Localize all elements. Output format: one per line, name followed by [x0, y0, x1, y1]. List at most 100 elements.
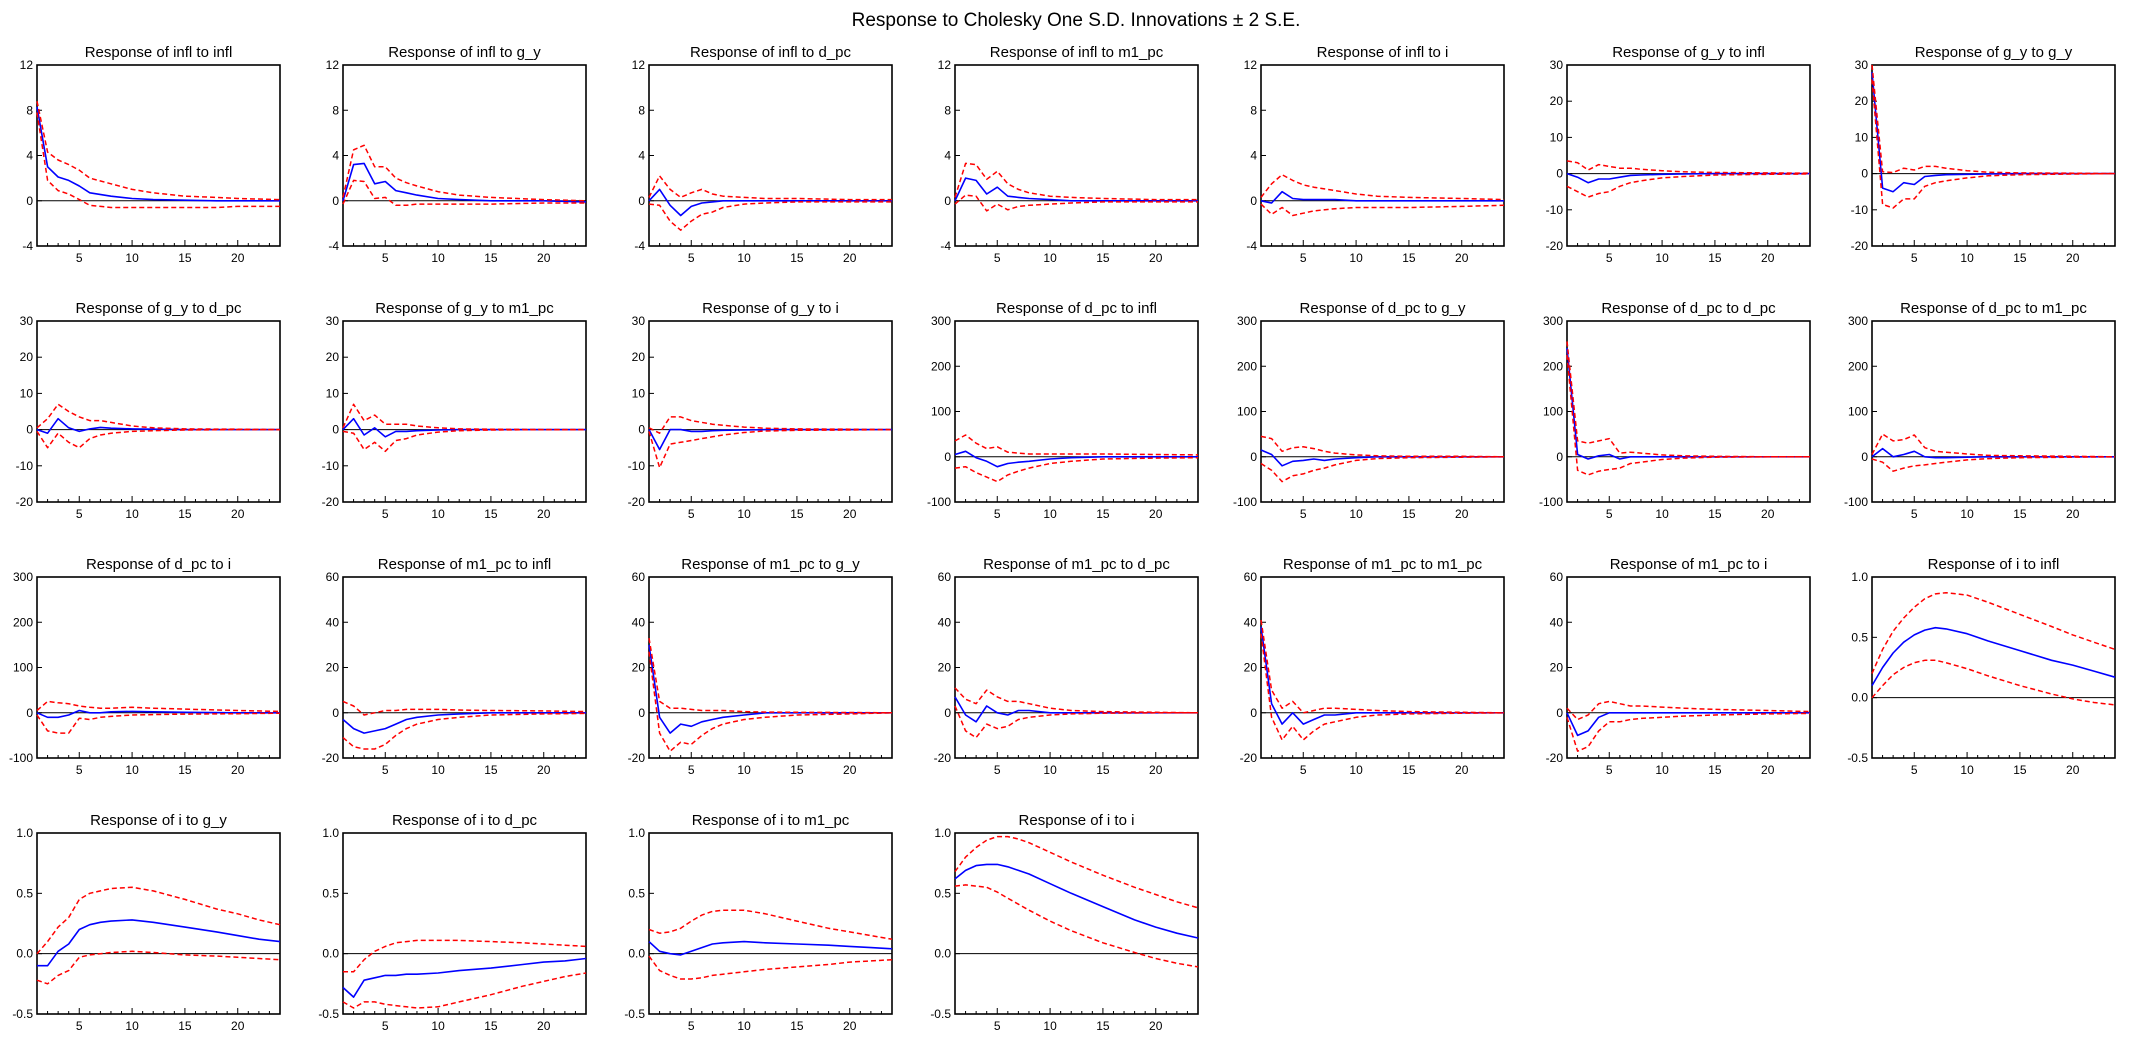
x-tick-label: 10: [1655, 251, 1669, 265]
lower-band-line: [36, 712, 281, 734]
x-tick-label: 15: [2013, 763, 2027, 777]
panel-title: Response of infl to infl: [85, 44, 233, 61]
x-tick-label: 20: [231, 251, 245, 265]
x-tick-label: 10: [1960, 763, 1974, 777]
lower-band-line: [1871, 659, 2116, 706]
y-tick-label: -20: [1240, 751, 1258, 765]
x-tick-label: 15: [178, 507, 192, 521]
y-tick-label: -20: [322, 751, 340, 765]
y-tick-label: -10: [628, 459, 646, 473]
y-tick-label: -20: [1851, 239, 1869, 253]
y-tick-label: -4: [22, 239, 33, 253]
y-tick-label: 1.0: [16, 826, 33, 840]
irf-panel: Response of g_y to i -20 -10 0 10 20 30 5 10 15 20: [628, 300, 893, 521]
y-tick-label: 10: [326, 386, 340, 400]
y-tick-label: 0: [26, 706, 33, 720]
x-tick-label: 20: [231, 763, 245, 777]
lower-band-line: [1260, 203, 1505, 217]
response-line: [954, 177, 1198, 202]
lower-band-line: [36, 950, 281, 985]
x-tick-label: 5: [1911, 763, 1918, 777]
response-line: [954, 863, 1199, 939]
y-tick-label: 0: [638, 706, 645, 720]
response-line: [37, 919, 281, 967]
x-tick-label: 20: [843, 507, 857, 521]
x-tick-label: 10: [1960, 507, 1974, 521]
upper-band-line: [342, 403, 586, 431]
lower-band-line: [1566, 173, 1811, 198]
panel-title: Response of infl to m1_pc: [990, 44, 1164, 61]
y-tick-label: 300: [1543, 314, 1563, 328]
irf-panel: Response of infl to infl -4 0 4 8 12 5 10 15 20: [20, 44, 281, 265]
x-tick-label: 10: [431, 251, 445, 265]
x-tick-label: 20: [231, 1019, 245, 1033]
x-tick-label: 20: [231, 507, 245, 521]
x-tick-label: 5: [1606, 251, 1613, 265]
irf-panel: Response of m1_pc to d_pc -20 0 20 40 60 5 10 15…: [934, 556, 1199, 777]
x-tick-label: 15: [484, 763, 498, 777]
x-tick-label: 15: [1402, 507, 1416, 521]
x-tick-label: 10: [125, 1019, 139, 1033]
y-tick-label: 8: [332, 103, 339, 117]
plot-frame: [1566, 64, 1811, 247]
irf-panel: Response of d_pc to m1_pc -100 0 100 200 300 5…: [1844, 300, 2116, 521]
upper-band-line: [36, 403, 281, 431]
irf-panel: Response of i to i -0.5 0.0 0.5 1.0 5 10 15 20: [930, 812, 1199, 1033]
x-tick-label: 5: [1300, 251, 1307, 265]
x-tick-label: 20: [1761, 763, 1775, 777]
y-tick-label: 0.0: [934, 947, 951, 961]
x-tick-label: 5: [688, 251, 695, 265]
x-tick-label: 20: [2066, 763, 2080, 777]
y-tick-label: 0: [332, 423, 339, 437]
panel-title: Response of m1_pc to m1_pc: [1283, 556, 1483, 573]
y-tick-label: 0: [1556, 450, 1563, 464]
response-line: [36, 709, 280, 719]
y-tick-label: -10: [322, 459, 340, 473]
y-tick-label: 100: [1237, 405, 1257, 419]
upper-band-line: [648, 637, 893, 714]
x-tick-label: 15: [790, 507, 804, 521]
x-tick-label: 5: [382, 507, 389, 521]
plot-frame: [648, 832, 893, 1015]
panel-title: Response of infl to d_pc: [690, 44, 851, 61]
x-tick-label: 15: [1708, 251, 1722, 265]
upper-band-line: [36, 886, 281, 955]
y-tick-label: 0.5: [1851, 630, 1868, 644]
plot-frame: [648, 320, 893, 503]
irf-panel: Response of g_y to d_pc -20 -10 0 10 20 30 5 10 1…: [16, 300, 281, 521]
y-tick-label: -20: [322, 495, 340, 509]
y-tick-label: 100: [1543, 405, 1563, 419]
figure-title: Response to Cholesky One S.D. Innovation…: [852, 10, 1301, 31]
y-tick-label: -10: [1546, 203, 1564, 217]
y-tick-label: 0.0: [1851, 691, 1868, 705]
response-line: [954, 450, 1198, 468]
upper-band-line: [1871, 591, 2116, 674]
x-tick-label: 5: [1300, 763, 1307, 777]
y-tick-label: 0: [26, 194, 33, 208]
y-tick-label: 60: [1550, 570, 1564, 584]
y-tick-label: -0.5: [1847, 751, 1868, 765]
panel-title: Response of infl to g_y: [388, 44, 541, 61]
y-tick-label: 20: [1550, 94, 1564, 108]
panel-title: Response of g_y to m1_pc: [375, 300, 554, 317]
y-tick-label: 1.0: [628, 826, 645, 840]
upper-band-line: [1260, 173, 1505, 201]
upper-band-line: [1871, 64, 2116, 175]
x-tick-label: 20: [843, 1019, 857, 1033]
upper-band-line: [342, 700, 587, 716]
response-line: [342, 162, 587, 203]
x-tick-label: 15: [1096, 763, 1110, 777]
panel-title: Response of d_pc to i: [86, 556, 231, 573]
panel-title: Response of d_pc to g_y: [1300, 300, 1466, 317]
y-tick-label: 20: [938, 661, 952, 675]
y-tick-label: 1.0: [934, 826, 951, 840]
upper-band-line: [1871, 433, 2116, 458]
y-tick-label: 0.0: [16, 947, 33, 961]
y-tick-label: 60: [938, 570, 952, 584]
y-tick-label: 12: [326, 58, 340, 72]
x-tick-label: 15: [1402, 763, 1416, 777]
x-tick-label: 15: [1096, 251, 1110, 265]
lower-band-line: [1566, 712, 1811, 752]
panel-title: Response of m1_pc to g_y: [681, 556, 860, 573]
